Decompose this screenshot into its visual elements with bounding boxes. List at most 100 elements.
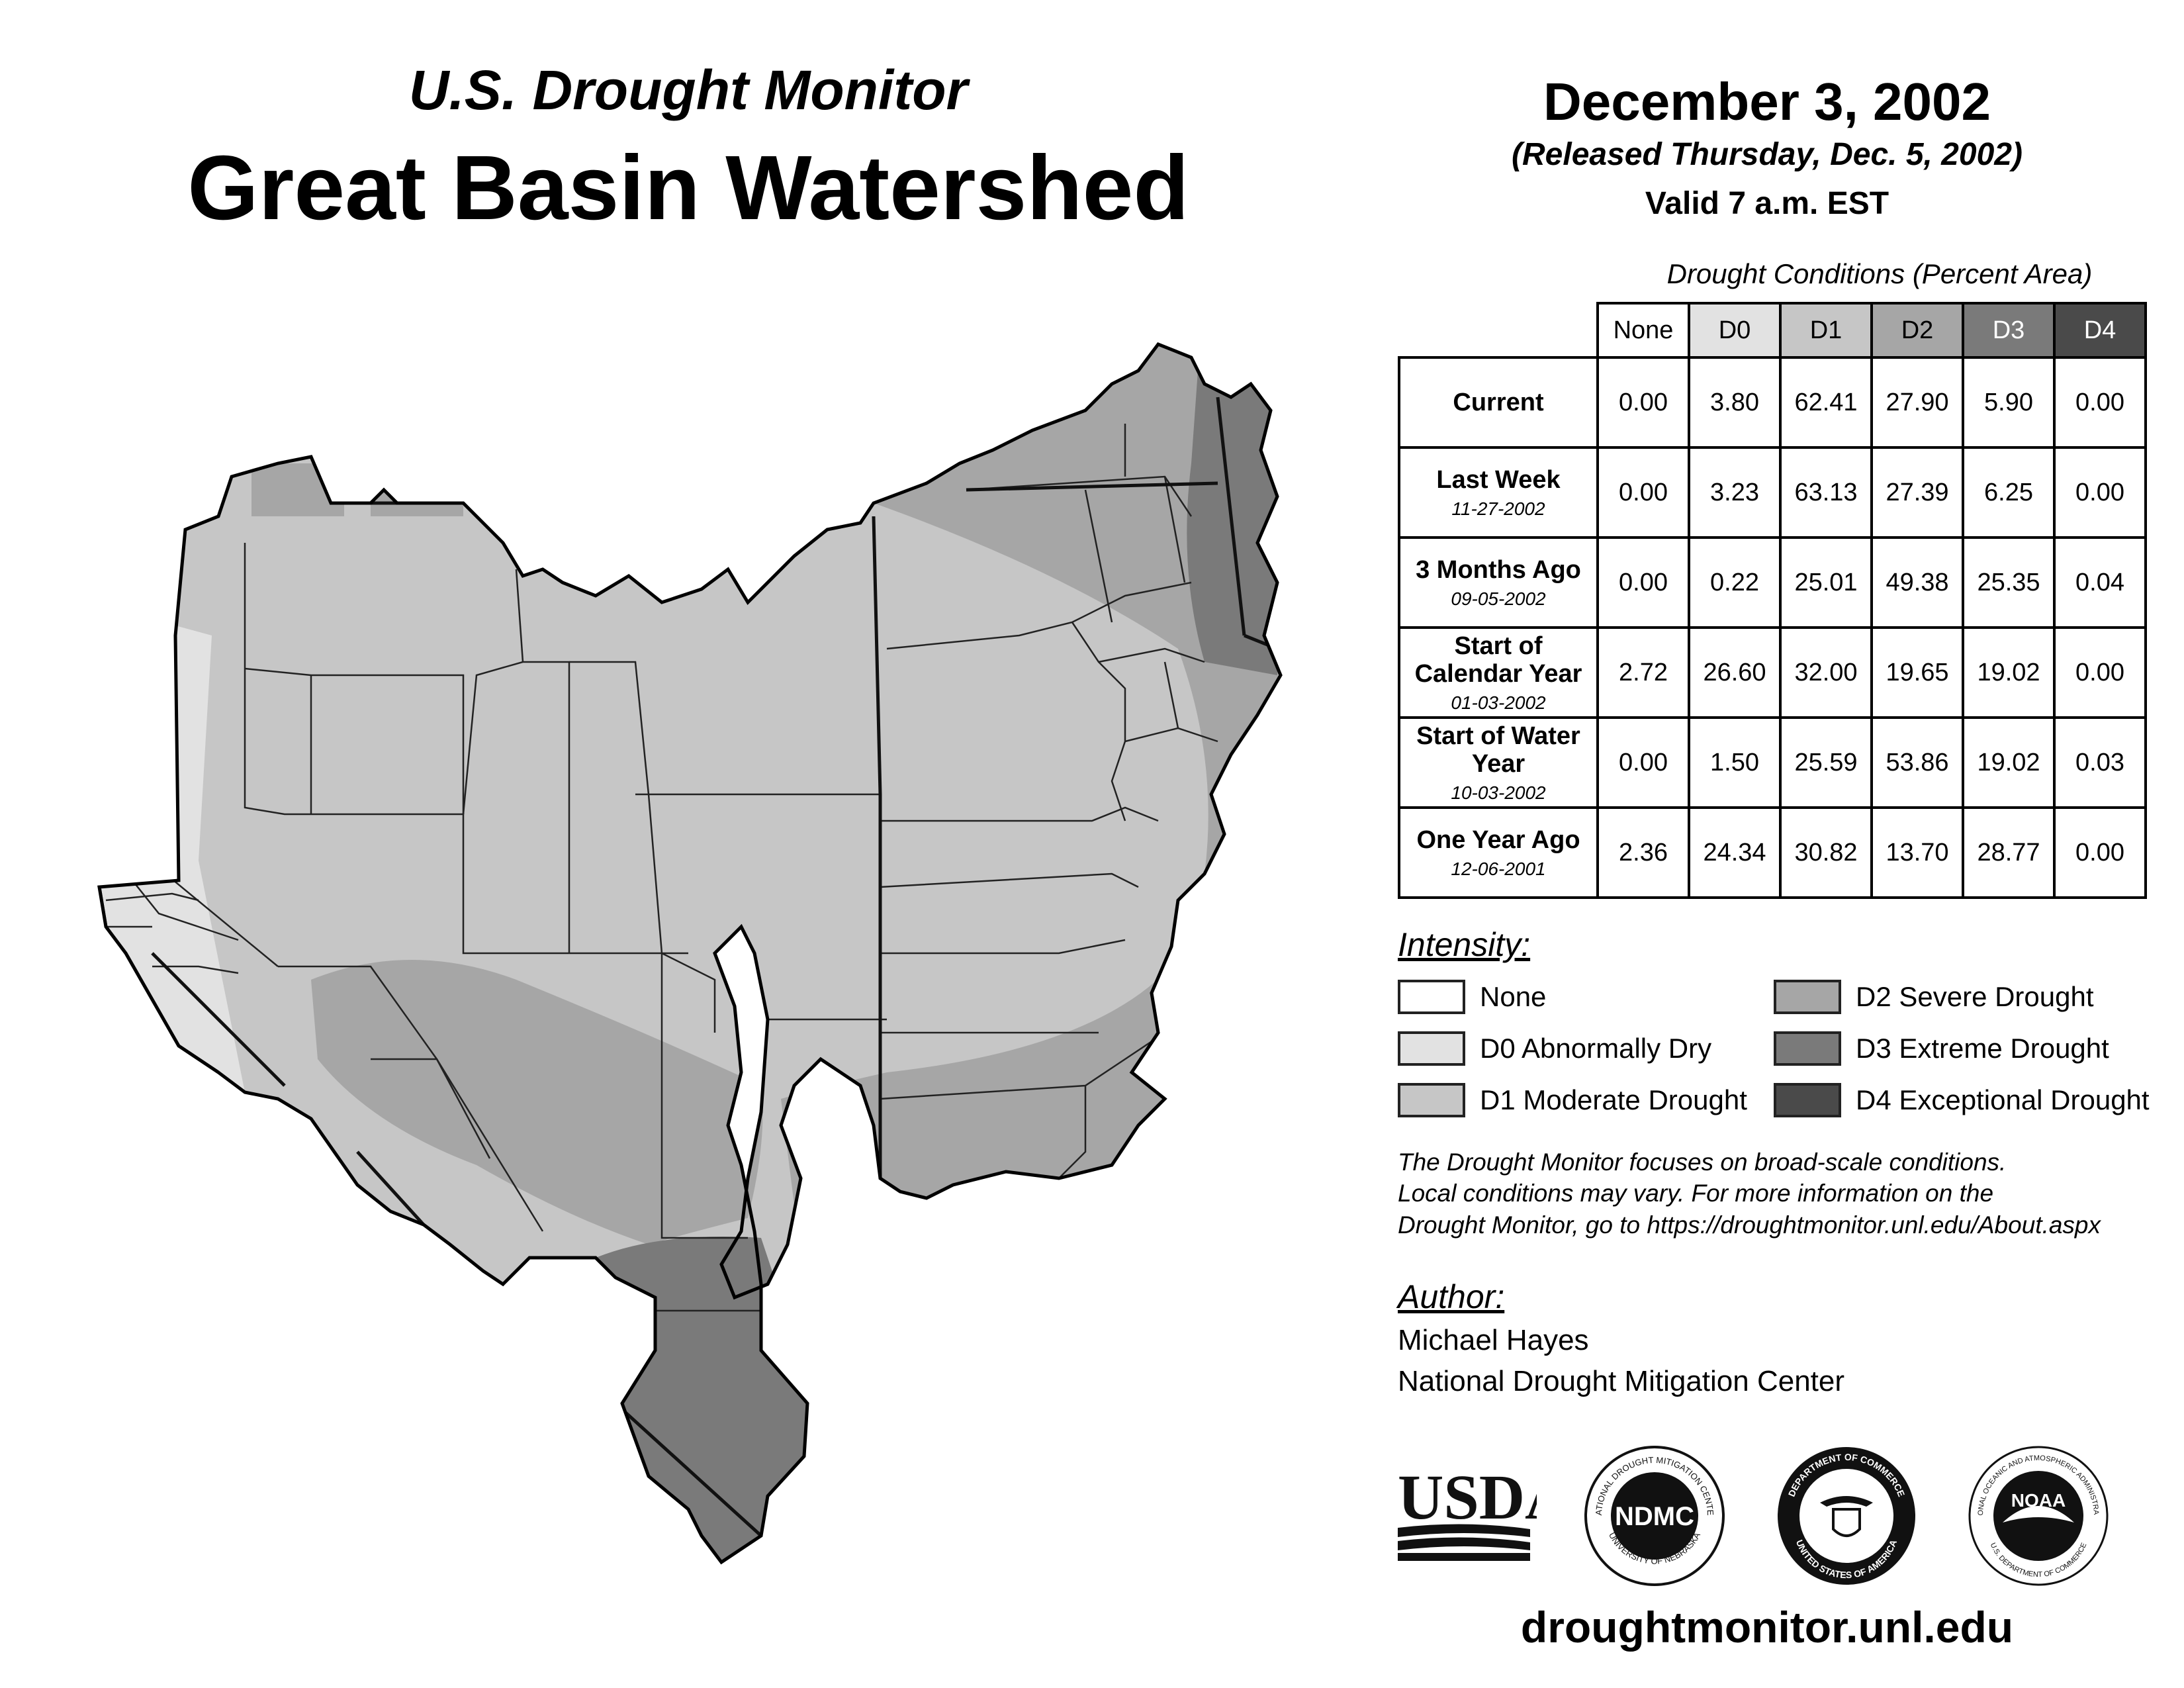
row-date: 12-06-2001: [1451, 858, 1546, 879]
table-cell: 63.13: [1779, 446, 1873, 539]
legend-swatch: [1774, 980, 1841, 1014]
site-url[interactable]: droughtmonitor.unl.edu: [1520, 1603, 2014, 1652]
seagull-icon: [2003, 1506, 2074, 1523]
legend-label: None: [1480, 981, 1547, 1012]
legend-swatch: [1774, 1083, 1841, 1117]
col-header-d4: D4: [2053, 302, 2147, 359]
row-label: Last Week 11-27-2002: [1398, 446, 1599, 539]
table-cell: 24.34: [1688, 806, 1782, 899]
row-label: Start of Water Year 10-03-2002: [1398, 716, 1599, 809]
table-cell: 19.02: [1962, 626, 2056, 719]
legend-label: D4 Exceptional Drought: [1856, 1084, 2150, 1115]
table-cell: 30.82: [1779, 806, 1873, 899]
table-row: Start of Water Year 10-03-2002 0.00 1.50 …: [1398, 716, 2147, 809]
legend-item-d0: D0 Abnormally Dry: [1398, 1031, 1711, 1066]
table-cell: 0.00: [1596, 446, 1690, 539]
row-label-text: Start of Calendar Year: [1414, 632, 1582, 688]
table-cell: 32.00: [1779, 626, 1873, 719]
row-label-text: 3 Months Ago: [1416, 556, 1581, 585]
table-row: One Year Ago 12-06-2001 2.36 24.34 30.82 …: [1398, 806, 2147, 899]
table-row: Start of Calendar Year 01-03-2002 2.72 26…: [1398, 626, 2147, 719]
table-cell: 0.00: [2053, 806, 2147, 899]
table-row: Current 0.00 3.80 62.41 27.90 5.90 0.00: [1398, 356, 2147, 449]
ndmc-logo-text: NDMC: [1615, 1502, 1694, 1531]
doc-seal-logo: DEPARTMENT OF COMMERCE UNITED STATES OF …: [1778, 1447, 1915, 1585]
drought-map: [0, 0, 1350, 1688]
row-label-text: One Year Ago: [1416, 826, 1580, 855]
legend-label: D2 Severe Drought: [1856, 981, 2094, 1012]
note-line: Local conditions may vary. For more info…: [1398, 1180, 1994, 1207]
legend-item-d4: D4 Exceptional Drought: [1774, 1083, 2150, 1117]
table-cell: 25.01: [1779, 536, 1873, 629]
table-row: 3 Months Ago 09-05-2002 0.00 0.22 25.01 4…: [1398, 536, 2147, 629]
author-org: National Drought Mitigation Center: [1398, 1365, 1845, 1397]
table-cell: 25.59: [1779, 716, 1873, 809]
map-title: Great Basin Watershed: [187, 137, 1189, 239]
row-label: One Year Ago 12-06-2001: [1398, 806, 1599, 899]
table-cell: 1.50: [1688, 716, 1782, 809]
map-subtitle: U.S. Drought Monitor: [408, 59, 968, 121]
shield-icon: [1832, 1508, 1861, 1537]
table-row: Last Week 11-27-2002 0.00 3.23 63.13 27.3…: [1398, 446, 2147, 539]
table-cell: 3.23: [1688, 446, 1782, 539]
author-heading: Author:: [1398, 1278, 1505, 1315]
col-header-d0: D0: [1688, 302, 1782, 359]
table-corner: [1399, 303, 1598, 359]
legend-label: D3 Extreme Drought: [1856, 1033, 2109, 1064]
table-cell: 0.00: [2053, 626, 2147, 719]
row-label-text: Start of Water Year: [1416, 722, 1580, 778]
noaa-logo-text: NOAA: [2011, 1490, 2066, 1511]
drought-stats-table: None D0 D1 D2 D3 D4 Current 0.00 3.80 62…: [1398, 302, 2147, 899]
table-cell: 0.22: [1688, 536, 1782, 629]
legend-swatch: [1398, 1083, 1465, 1117]
row-date: 10-03-2002: [1451, 782, 1546, 803]
table-cell: 26.60: [1688, 626, 1782, 719]
legend-swatch: [1774, 1031, 1841, 1066]
legend-item-d2: D2 Severe Drought: [1774, 980, 2094, 1014]
table-cell: 0.00: [1596, 716, 1690, 809]
table-header-row: None D0 D1 D2 D3 D4: [1399, 302, 2147, 359]
col-header-d1: D1: [1779, 302, 1873, 359]
table-cell: 53.86: [1870, 716, 1964, 809]
table-cell: 62.41: [1779, 356, 1873, 449]
table-cell: 25.35: [1962, 536, 2056, 629]
map-date: December 3, 2002: [1543, 72, 1991, 131]
row-label-text: Last Week: [1436, 466, 1561, 494]
noaa-logo: NOAA NATIONAL OCEANIC AND ATMOSPHERIC AD…: [1966, 1443, 2109, 1586]
table-cell: 0.00: [2053, 446, 2147, 539]
table-cell: 6.25: [1962, 446, 2056, 539]
usda-logo: USDA: [1398, 1463, 1537, 1561]
table-cell: 0.03: [2053, 716, 2147, 809]
row-label: Current: [1398, 356, 1599, 449]
row-date: 09-05-2002: [1451, 588, 1546, 609]
table-cell: 0.04: [2053, 536, 2147, 629]
col-header-d3: D3: [1962, 302, 2056, 359]
legend-label: D1 Moderate Drought: [1480, 1084, 1747, 1115]
table-cell: 2.72: [1596, 626, 1690, 719]
legend-label: D0 Abnormally Dry: [1480, 1033, 1712, 1064]
row-label: 3 Months Ago 09-05-2002: [1398, 536, 1599, 629]
table-cell: 28.77: [1962, 806, 2056, 899]
table-cell: 2.36: [1596, 806, 1690, 899]
table-cell: 27.39: [1870, 446, 1964, 539]
table-cell: 3.80: [1688, 356, 1782, 449]
eagle-icon: [1820, 1496, 1873, 1507]
note-line: The Drought Monitor focuses on broad-sca…: [1398, 1149, 2007, 1176]
row-date: 11-27-2002: [1451, 498, 1545, 519]
table-cell: 0.00: [1596, 356, 1690, 449]
legend-item-d1: D1 Moderate Drought: [1398, 1083, 1747, 1117]
col-header-d2: D2: [1870, 302, 1964, 359]
valid-time: Valid 7 a.m. EST: [1645, 186, 1889, 221]
note-line: Drought Monitor, go to https://droughtmo…: [1398, 1211, 2101, 1239]
table-cell: 49.38: [1870, 536, 1964, 629]
usda-logo-text: USDA: [1398, 1463, 1537, 1532]
legend-swatch: [1398, 1031, 1465, 1066]
table-cell: 0.00: [2053, 356, 2147, 449]
table-cell: 0.00: [1596, 536, 1690, 629]
table-cell: 5.90: [1962, 356, 2056, 449]
legend-item-d3: D3 Extreme Drought: [1774, 1031, 2109, 1066]
legend-swatch: [1398, 980, 1465, 1014]
row-date: 01-03-2002: [1451, 692, 1546, 713]
disclaimer-note: The Drought Monitor focuses on broad-sca…: [1398, 1147, 2159, 1241]
table-caption: Drought Conditions (Percent Area): [1666, 258, 2093, 289]
